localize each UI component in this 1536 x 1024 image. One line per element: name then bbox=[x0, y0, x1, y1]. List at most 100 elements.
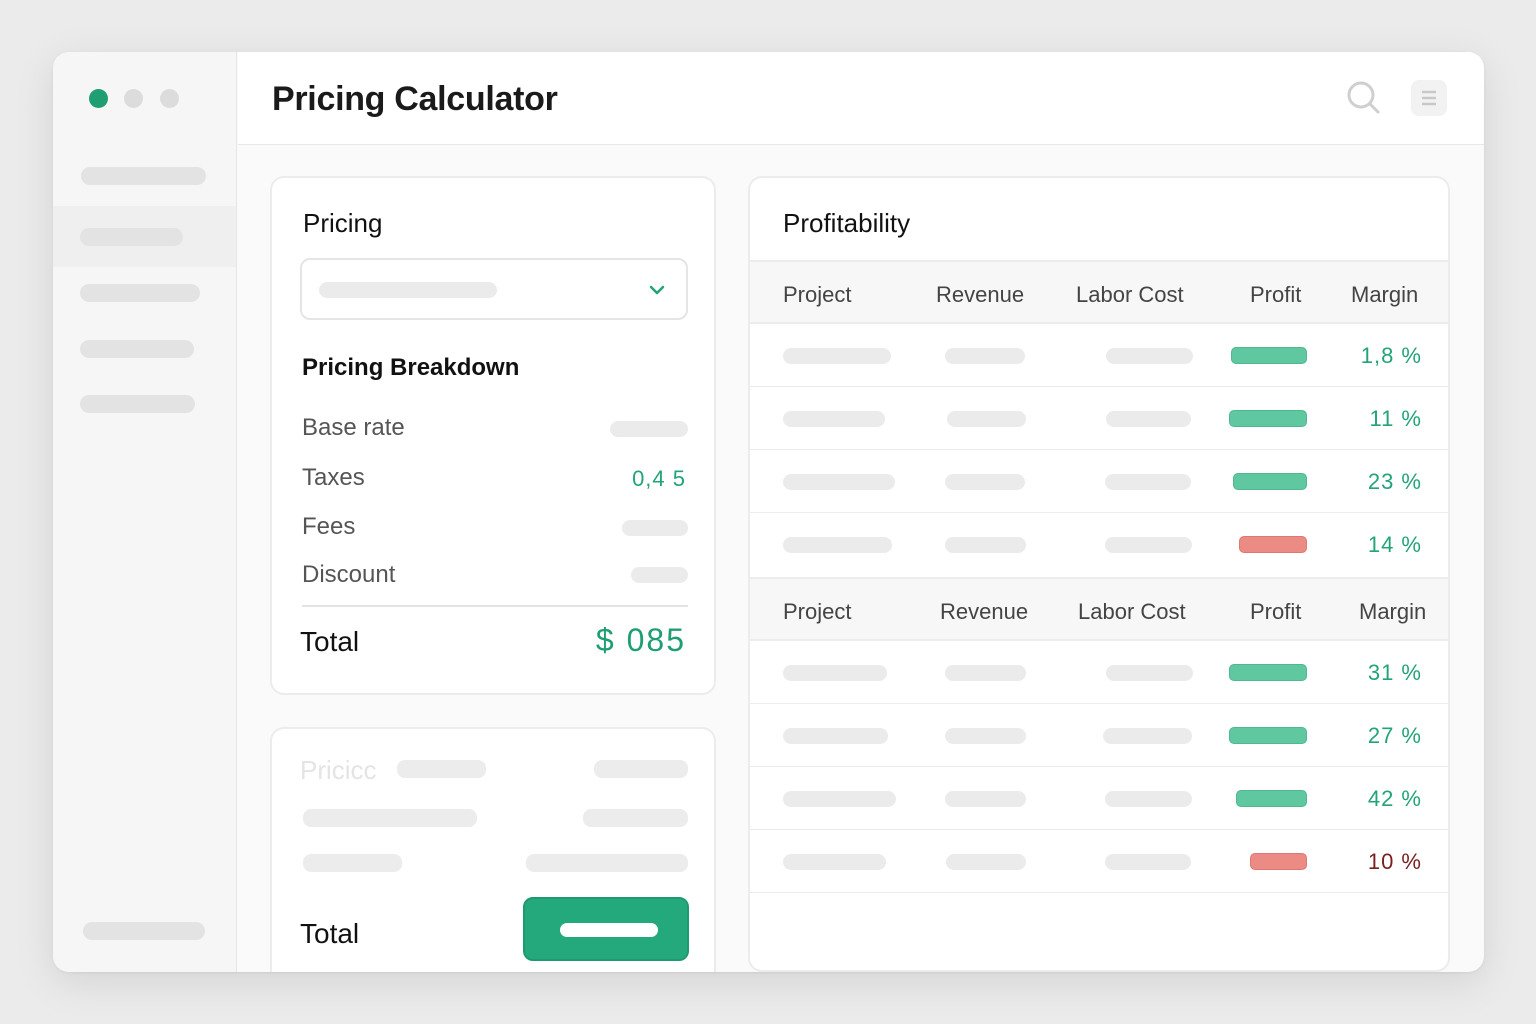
profit-bar-negative bbox=[1239, 536, 1307, 553]
project-cell bbox=[783, 411, 885, 427]
sidebar-item[interactable] bbox=[80, 395, 195, 413]
labor-cost-cell bbox=[1106, 411, 1191, 427]
secondary-card-title: Pricicc bbox=[300, 755, 377, 785]
sidebar-item-active[interactable] bbox=[80, 228, 183, 246]
labor-cost-cell bbox=[1106, 348, 1193, 364]
table-row[interactable]: 27 % bbox=[750, 704, 1448, 767]
table-header: Project Revenue Labor Cost Profit Margin bbox=[750, 260, 1448, 324]
app-window: Pricing Calculator Pricing Pricing Break… bbox=[53, 52, 1484, 972]
sidebar-item[interactable] bbox=[81, 167, 206, 185]
window-close-dot[interactable] bbox=[89, 89, 108, 108]
window-minimize-dot[interactable] bbox=[124, 89, 143, 108]
profitability-card: Profitability Project Revenue Labor Cost… bbox=[748, 176, 1450, 972]
sidebar-footer-item[interactable] bbox=[83, 922, 205, 940]
column-header-margin: Margin bbox=[1359, 599, 1427, 624]
profit-bar bbox=[1229, 410, 1307, 427]
button-label-placeholder bbox=[560, 923, 658, 937]
margin-value: 1,8 % bbox=[1360, 343, 1422, 368]
labor-cost-cell bbox=[1105, 474, 1191, 490]
base-rate-label: Base rate bbox=[302, 414, 405, 441]
discount-label: Discount bbox=[302, 561, 396, 588]
profit-bar bbox=[1231, 347, 1307, 364]
table-row[interactable]: 31 % bbox=[750, 641, 1448, 704]
fees-label: Fees bbox=[302, 513, 356, 540]
pricing-select[interactable] bbox=[300, 258, 688, 320]
revenue-cell bbox=[945, 728, 1026, 744]
placeholder-bar bbox=[583, 809, 688, 827]
table-row[interactable]: 1,8 % bbox=[750, 324, 1448, 387]
margin-value: 31 % bbox=[1367, 660, 1422, 685]
total-divider bbox=[302, 605, 688, 607]
table-row[interactable]: 42 % bbox=[750, 767, 1448, 830]
placeholder-bar bbox=[303, 854, 402, 872]
labor-cost-cell bbox=[1105, 537, 1192, 553]
sidebar-item[interactable] bbox=[80, 340, 194, 358]
total-label: Total bbox=[300, 626, 360, 657]
select-value-placeholder bbox=[319, 282, 497, 298]
margin-value: 27 % bbox=[1367, 723, 1422, 748]
chevron-down-icon bbox=[649, 285, 665, 295]
margin-value: 14 % bbox=[1367, 532, 1422, 557]
table-row[interactable]: 11 % bbox=[750, 387, 1448, 450]
labor-cost-cell bbox=[1106, 665, 1193, 681]
project-cell bbox=[783, 348, 891, 364]
profit-bar bbox=[1233, 473, 1307, 490]
placeholder-bar bbox=[303, 809, 477, 827]
revenue-cell bbox=[945, 791, 1026, 807]
pricing-breakdown-title: Pricing Breakdown bbox=[302, 354, 520, 381]
taxes-value: 0,4 5 bbox=[632, 466, 686, 491]
placeholder-bar bbox=[397, 760, 486, 778]
project-cell bbox=[783, 537, 892, 553]
secondary-pricing-card: Pricicc Total bbox=[270, 727, 716, 972]
table-header: Project Revenue Labor Cost Profit Margin bbox=[750, 577, 1448, 641]
placeholder-bar bbox=[526, 854, 688, 872]
revenue-cell bbox=[945, 537, 1026, 553]
total-action-button[interactable] bbox=[523, 897, 689, 961]
project-cell bbox=[783, 728, 888, 744]
sidebar-item[interactable] bbox=[80, 284, 200, 302]
revenue-cell bbox=[945, 348, 1025, 364]
labor-cost-cell bbox=[1103, 728, 1192, 744]
column-header-project: Project bbox=[783, 599, 852, 624]
profit-bar bbox=[1229, 664, 1307, 681]
sidebar bbox=[53, 52, 237, 972]
column-header-profit: Profit bbox=[1250, 599, 1302, 624]
margin-value: 10 % bbox=[1367, 849, 1422, 874]
table-row[interactable]: 23 % bbox=[750, 450, 1448, 513]
labor-cost-cell bbox=[1105, 791, 1192, 807]
pricing-card: Pricing Pricing Breakdown Base rate Taxe… bbox=[270, 176, 716, 695]
project-cell bbox=[783, 854, 886, 870]
page-title: Pricing Calculator bbox=[272, 80, 558, 118]
profit-bar-negative bbox=[1250, 853, 1307, 870]
search-icon[interactable] bbox=[1346, 80, 1382, 116]
column-header-revenue: Revenue bbox=[936, 282, 1025, 307]
table-row[interactable]: 14 % bbox=[750, 513, 1448, 576]
project-cell bbox=[783, 791, 896, 807]
header: Pricing Calculator bbox=[238, 52, 1484, 145]
hamburger-menu-icon[interactable] bbox=[1411, 80, 1447, 116]
pricing-card-title: Pricing bbox=[303, 208, 383, 238]
column-header-profit: Profit bbox=[1250, 282, 1302, 307]
revenue-cell bbox=[947, 411, 1026, 427]
column-header-labor-cost: Labor Cost bbox=[1076, 282, 1184, 307]
placeholder-bar bbox=[594, 760, 688, 778]
taxes-label: Taxes bbox=[302, 464, 365, 491]
profit-bar bbox=[1229, 727, 1307, 744]
base-rate-value bbox=[610, 421, 688, 437]
margin-value: 23 % bbox=[1367, 469, 1422, 494]
table-row[interactable]: 10 % bbox=[750, 830, 1448, 893]
column-header-revenue: Revenue bbox=[940, 599, 1029, 624]
window-maximize-dot[interactable] bbox=[160, 89, 179, 108]
fees-value bbox=[622, 520, 688, 536]
margin-value: 42 % bbox=[1367, 786, 1422, 811]
revenue-cell bbox=[946, 854, 1026, 870]
profitability-title: Profitability bbox=[783, 208, 911, 238]
margin-value: 11 % bbox=[1369, 406, 1422, 431]
secondary-total-label: Total bbox=[300, 918, 360, 949]
column-header-margin: Margin bbox=[1351, 282, 1419, 307]
column-header-project: Project bbox=[783, 282, 852, 307]
revenue-cell bbox=[945, 665, 1026, 681]
column-header-labor-cost: Labor Cost bbox=[1078, 599, 1186, 624]
project-cell bbox=[783, 665, 887, 681]
revenue-cell bbox=[945, 474, 1025, 490]
